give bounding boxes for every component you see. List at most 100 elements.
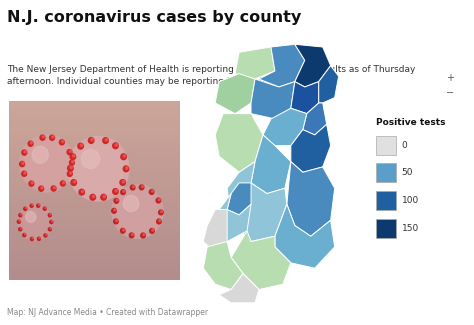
- Bar: [9, 202, 180, 208]
- Circle shape: [70, 154, 76, 160]
- Circle shape: [103, 138, 109, 143]
- Circle shape: [113, 188, 118, 194]
- Polygon shape: [203, 241, 243, 290]
- Circle shape: [116, 189, 159, 234]
- Circle shape: [39, 237, 40, 239]
- Bar: [9, 154, 180, 160]
- Circle shape: [24, 139, 70, 187]
- Circle shape: [72, 161, 74, 163]
- Circle shape: [42, 136, 45, 138]
- Polygon shape: [231, 231, 291, 290]
- Text: 150: 150: [401, 224, 419, 233]
- Polygon shape: [251, 79, 295, 119]
- Circle shape: [131, 233, 134, 236]
- Bar: [376, 191, 396, 210]
- Circle shape: [30, 142, 33, 144]
- Text: −: −: [446, 88, 454, 98]
- Circle shape: [114, 219, 118, 224]
- Circle shape: [32, 237, 34, 239]
- Circle shape: [120, 228, 125, 233]
- Circle shape: [50, 135, 55, 140]
- Polygon shape: [235, 47, 275, 79]
- Circle shape: [158, 199, 160, 201]
- Circle shape: [20, 135, 74, 192]
- Circle shape: [25, 233, 26, 235]
- Circle shape: [45, 207, 46, 209]
- Bar: [9, 178, 180, 184]
- Circle shape: [30, 204, 33, 207]
- Polygon shape: [291, 124, 331, 172]
- Circle shape: [32, 219, 38, 225]
- Bar: [9, 208, 180, 214]
- Bar: [9, 238, 180, 244]
- Circle shape: [121, 154, 127, 160]
- Circle shape: [141, 186, 144, 188]
- Bar: [9, 131, 180, 136]
- Circle shape: [79, 189, 84, 195]
- Circle shape: [22, 150, 27, 155]
- Circle shape: [22, 171, 27, 176]
- Bar: [376, 163, 396, 183]
- Circle shape: [43, 207, 46, 210]
- Circle shape: [71, 180, 76, 186]
- Circle shape: [78, 147, 118, 190]
- Bar: [9, 119, 180, 124]
- Bar: [9, 107, 180, 113]
- Circle shape: [67, 150, 72, 155]
- Circle shape: [70, 160, 74, 165]
- Circle shape: [19, 227, 22, 231]
- Polygon shape: [287, 162, 335, 236]
- Circle shape: [92, 195, 95, 198]
- Bar: [9, 274, 180, 280]
- Bar: [9, 190, 180, 196]
- Circle shape: [161, 211, 163, 213]
- Circle shape: [123, 229, 125, 231]
- Text: 100: 100: [401, 196, 419, 205]
- Bar: [9, 250, 180, 256]
- Bar: [9, 214, 180, 220]
- Circle shape: [120, 194, 155, 229]
- Circle shape: [105, 138, 108, 141]
- Circle shape: [112, 185, 163, 239]
- Text: 0: 0: [401, 141, 407, 150]
- Circle shape: [159, 210, 163, 215]
- Circle shape: [27, 213, 44, 231]
- Circle shape: [88, 137, 94, 143]
- Circle shape: [143, 233, 145, 236]
- Polygon shape: [227, 183, 251, 215]
- Text: Map: NJ Advance Media • Created with Datawrapper: Map: NJ Advance Media • Created with Dat…: [7, 308, 208, 317]
- Circle shape: [22, 162, 24, 164]
- Circle shape: [68, 165, 73, 171]
- Bar: [376, 136, 396, 155]
- Circle shape: [20, 214, 22, 215]
- Circle shape: [83, 152, 114, 185]
- Circle shape: [112, 208, 116, 213]
- Circle shape: [31, 182, 33, 184]
- Bar: [9, 226, 180, 232]
- Circle shape: [152, 229, 154, 231]
- Circle shape: [114, 209, 116, 211]
- Bar: [376, 219, 396, 238]
- Circle shape: [24, 210, 46, 234]
- Polygon shape: [203, 210, 227, 252]
- Polygon shape: [215, 114, 263, 172]
- Circle shape: [36, 204, 40, 207]
- Polygon shape: [291, 82, 319, 114]
- Circle shape: [48, 227, 51, 231]
- Circle shape: [50, 227, 51, 229]
- Circle shape: [62, 140, 64, 143]
- Circle shape: [51, 186, 56, 191]
- Circle shape: [29, 181, 34, 186]
- Text: Positive tests: Positive tests: [376, 118, 446, 127]
- Circle shape: [32, 146, 48, 163]
- Circle shape: [113, 143, 118, 149]
- Circle shape: [28, 141, 33, 146]
- Circle shape: [80, 144, 82, 147]
- Circle shape: [67, 171, 72, 176]
- Bar: [9, 124, 180, 131]
- Circle shape: [52, 220, 53, 222]
- Circle shape: [133, 207, 142, 216]
- Circle shape: [29, 216, 41, 228]
- Circle shape: [70, 172, 72, 174]
- Bar: [9, 160, 180, 166]
